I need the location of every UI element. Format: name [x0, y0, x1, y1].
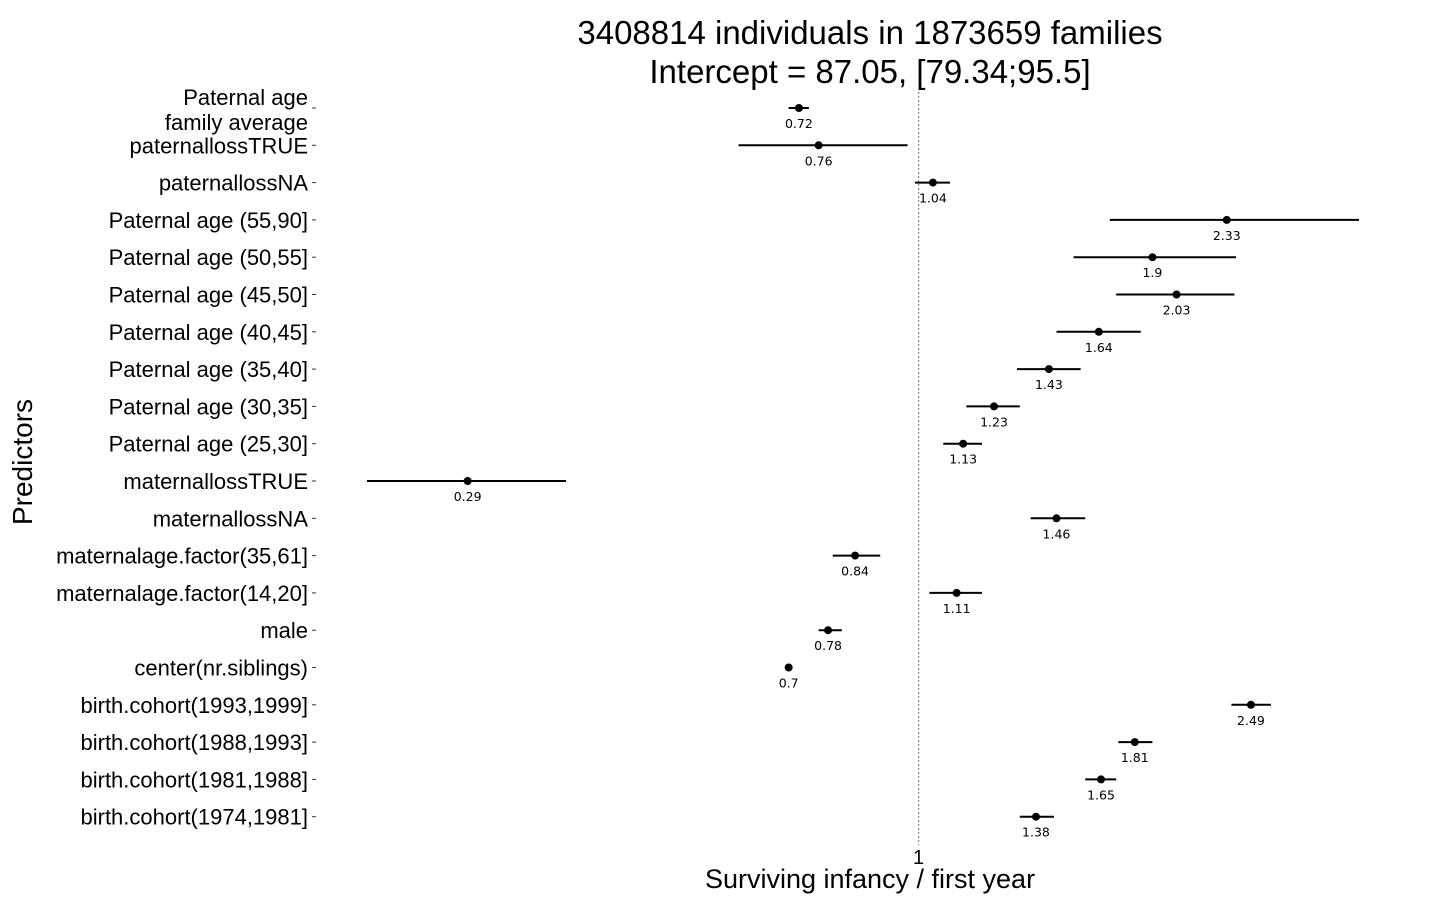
predictor-row: Paternal age (40,45] 1.64: [109, 320, 1141, 355]
estimate-value-label: 0.29: [454, 489, 482, 504]
predictor-row: birth.cohort(1988,1993] 1.81: [81, 730, 1153, 765]
predictor-row: birth.cohort(1993,1999] 2.49: [81, 693, 1271, 728]
predictor-label: Paternal age (25,30]: [109, 432, 308, 457]
predictor-label: maternallossNA: [153, 506, 309, 531]
estimate-value-label: 1.65: [1087, 787, 1115, 802]
predictor-label: Paternal age (30,35]: [109, 394, 308, 419]
estimate-point: [824, 626, 833, 635]
estimate-value-label: 2.49: [1237, 713, 1265, 728]
estimate-point: [1172, 290, 1181, 299]
estimate-value-label: 0.72: [785, 116, 813, 131]
estimate-value-label: 1.64: [1085, 340, 1113, 355]
estimate-value-label: 0.84: [841, 564, 869, 579]
estimate-point: [851, 551, 860, 560]
predictor-row: maternallossTRUE 0.29: [123, 469, 567, 504]
predictor-label: birth.cohort(1988,1993]: [81, 730, 309, 755]
estimate-point: [1222, 215, 1231, 224]
predictor-label: Paternal age (55,90]: [109, 208, 308, 233]
estimate-point: [952, 588, 961, 597]
predictor-label: Paternal age (35,40]: [109, 357, 308, 382]
estimate-value-label: 0.7: [779, 676, 799, 691]
predictor-row: maternalage.factor(35,61] 0.84: [56, 544, 881, 579]
predictor-label: maternalage.factor(14,20]: [56, 581, 308, 606]
predictor-label: Paternal age (45,50]: [109, 283, 308, 308]
predictor-row: Paternal age (25,30] 1.13: [109, 432, 982, 467]
predictor-label: family average: [165, 110, 308, 135]
estimate-value-label: 2.03: [1163, 303, 1191, 318]
x-tick-label: 1: [913, 847, 924, 869]
predictor-row: Paternal age (35,40] 1.43: [109, 357, 1081, 392]
estimate-value-label: 0.78: [814, 638, 842, 653]
predictor-row: male 0.78: [260, 618, 842, 653]
estimate-point: [1148, 253, 1157, 262]
predictor-label: Paternal age (50,55]: [109, 245, 308, 270]
predictor-row: Paternal age (45,50] 2.03: [109, 283, 1235, 318]
predictor-label: maternallossTRUE: [123, 469, 308, 494]
predictor-row: birth.cohort(1981,1988] 1.65: [81, 767, 1117, 802]
estimate-point: [814, 141, 823, 150]
predictor-label: Paternal age (40,45]: [109, 320, 308, 345]
estimate-point: [1097, 775, 1106, 784]
estimate-point: [1044, 365, 1053, 374]
y-axis-title: Predictors: [7, 399, 38, 525]
predictor-row: Paternal age (30,35] 1.23: [109, 394, 1020, 429]
estimate-point: [784, 663, 793, 672]
estimate-point: [463, 477, 472, 485]
estimate-value-label: 1.04: [919, 191, 947, 206]
estimate-value-label: 1.11: [943, 601, 971, 616]
estimate-value-label: 1.13: [949, 452, 977, 467]
predictor-row: paternallossTRUE 0.76: [129, 133, 908, 168]
x-axis-title: Surviving infancy / first year: [705, 864, 1035, 894]
predictor-label: center(nr.siblings): [134, 656, 308, 681]
estimate-point: [794, 104, 803, 112]
predictor-label: birth.cohort(1981,1988]: [81, 767, 309, 792]
estimate-point: [928, 178, 937, 187]
predictor-row: maternalage.factor(14,20] 1.11: [56, 581, 982, 616]
predictor-label: male: [260, 618, 308, 643]
estimate-value-label: 1.46: [1043, 526, 1071, 541]
predictor-row: paternallossNA 1.04: [159, 171, 951, 206]
predictor-label: maternalage.factor(35,61]: [56, 544, 308, 569]
predictor-label: paternallossTRUE: [129, 133, 308, 158]
estimate-value-label: 1.43: [1035, 377, 1063, 392]
predictor-row: Paternal age (50,55] 1.9: [109, 245, 1237, 280]
predictor-label: paternallossNA: [159, 171, 309, 196]
estimate-value-label: 1.38: [1022, 825, 1050, 840]
estimate-value-label: 1.81: [1121, 750, 1149, 765]
estimate-point: [1094, 327, 1103, 336]
predictor-label: birth.cohort(1993,1999]: [81, 693, 309, 718]
predictor-label: Paternal age: [183, 85, 308, 110]
estimate-point: [1052, 514, 1061, 523]
estimate-value-label: 0.76: [805, 153, 833, 168]
chart-title-line-1: 3408814 individuals in 1873659 families: [577, 14, 1162, 51]
estimate-point: [1246, 700, 1255, 709]
predictor-row: center(nr.siblings) 0.7: [134, 656, 798, 691]
predictor-row: birth.cohort(1974,1981] 1.38: [81, 805, 1054, 840]
estimate-point: [1031, 812, 1040, 821]
predictor-label: birth.cohort(1974,1981]: [81, 805, 309, 830]
chart-title: 3408814 individuals in 1873659 families …: [577, 14, 1162, 90]
estimate-point: [959, 439, 968, 448]
predictor-row: Paternal age (55,90] 2.33: [109, 208, 1360, 243]
chart-title-line-2: Intercept = 87.05, [79.34;95.5]: [649, 53, 1090, 90]
estimate-value-label: 1.9: [1142, 265, 1162, 280]
estimate-value-label: 1.23: [980, 414, 1008, 429]
x-axis-ticks: 1: [913, 847, 924, 869]
estimate-value-label: 2.33: [1213, 228, 1241, 243]
estimate-point: [990, 402, 999, 411]
estimate-point: [1130, 738, 1139, 747]
predictor-row: maternallossNA 1.46: [153, 506, 1086, 541]
